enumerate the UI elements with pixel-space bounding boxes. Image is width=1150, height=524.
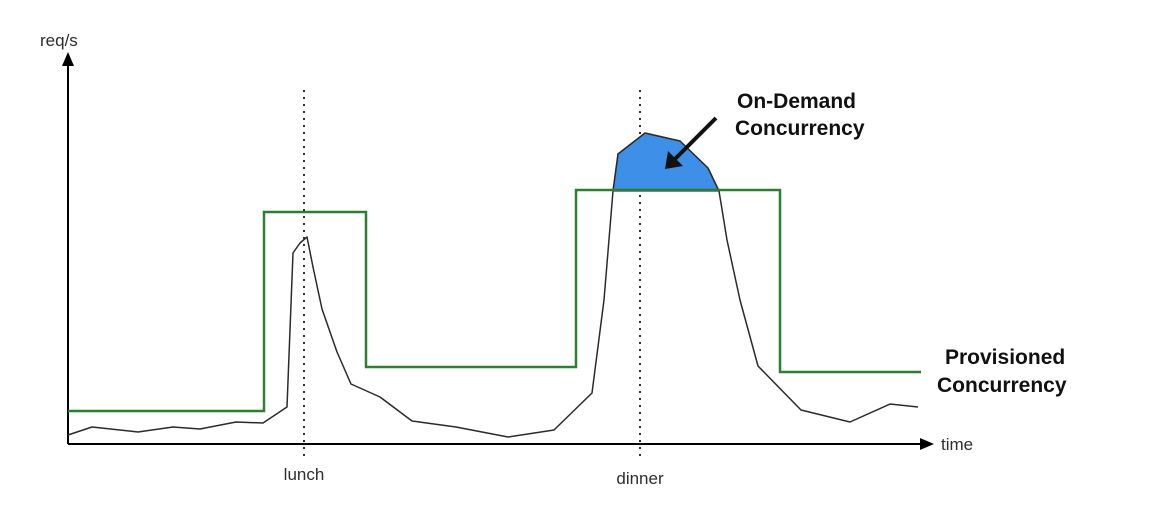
y-axis-label: req/s bbox=[40, 31, 78, 50]
on-demand-label-line1: On-Demand bbox=[737, 90, 856, 113]
on-demand-arrow bbox=[673, 116, 718, 161]
provisioned-label: Provisioned Concurrency bbox=[937, 346, 1071, 397]
traffic-line bbox=[67, 132, 919, 438]
on-demand-label: On-Demand Concurrency bbox=[735, 90, 865, 140]
on-demand-area bbox=[612, 132, 720, 192]
provisioned-label-line1: Provisioned bbox=[945, 346, 1065, 369]
provisioned-concurrency-line bbox=[68, 188, 921, 413]
on-demand-label-line2: Concurrency bbox=[735, 117, 865, 140]
x-axis-arrowhead bbox=[920, 438, 934, 450]
x-axis-label: time bbox=[941, 435, 973, 454]
on-demand-arrowhead bbox=[665, 151, 683, 169]
provisioned-label-line2: Concurrency bbox=[937, 374, 1067, 397]
lunch-label: lunch bbox=[284, 465, 325, 484]
dinner-label: dinner bbox=[616, 469, 664, 488]
y-axis-arrowhead bbox=[62, 52, 74, 66]
